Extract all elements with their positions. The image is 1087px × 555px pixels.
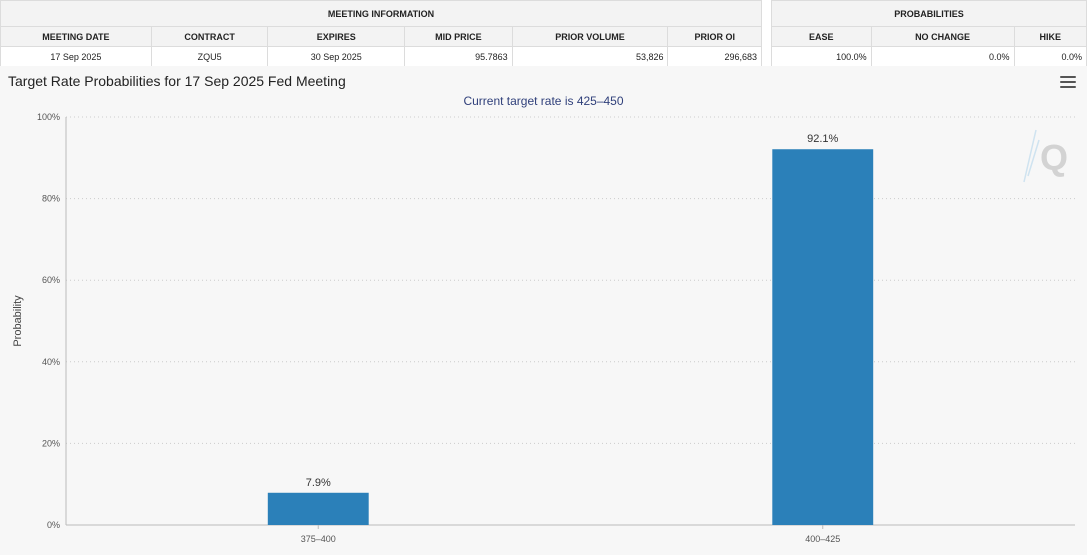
col-no-change: NO CHANGE	[870, 26, 1015, 47]
y-tick-label: 80%	[42, 194, 60, 204]
y-tick-label: 20%	[42, 438, 60, 448]
no-change-value: 0.0%	[870, 46, 1015, 67]
meeting-information-table: MEETING INFORMATION MEETING DATE CONTRAC…	[0, 0, 762, 67]
chart-subtitle: Current target rate is 425–450	[463, 94, 624, 108]
y-axis-label: Probability	[12, 295, 24, 347]
hike-value: 0.0%	[1013, 46, 1087, 67]
col-ease: EASE	[771, 26, 872, 47]
y-tick-label: 100%	[37, 112, 60, 122]
contract-value: ZQU5	[150, 46, 269, 67]
col-prior-volume: PRIOR VOLUME	[511, 26, 669, 47]
prior-volume-value: 53,826	[511, 46, 669, 67]
data-label: 92.1%	[807, 133, 838, 145]
col-contract: CONTRACT	[150, 26, 269, 47]
summary-tables: MEETING INFORMATION MEETING DATE CONTRAC…	[0, 0, 1087, 67]
probabilities-table: PROBABILITIES EASE NO CHANGE HIKE 100.0%…	[771, 0, 1087, 67]
table-row: 17 Sep 2025 ZQU5 30 Sep 2025 95.7863 53,…	[0, 46, 762, 67]
meeting-information-header: MEETING INFORMATION	[0, 0, 762, 27]
prior-oi-value: 296,683	[667, 46, 762, 67]
bar-chart: 0% 20% 40% 60% 80% 100% Probability 7.9% 375–400…	[12, 112, 1075, 544]
y-tick-label: 40%	[42, 357, 60, 367]
bar-2	[772, 149, 874, 525]
y-tick-label: 60%	[42, 275, 60, 285]
mid-price-value: 95.7863	[404, 46, 513, 67]
bar-1	[267, 492, 369, 525]
col-meeting-date: MEETING DATE	[0, 26, 152, 47]
probabilities-header: PROBABILITIES	[771, 0, 1087, 27]
y-tick-label: 0%	[47, 520, 60, 530]
hamburger-menu-icon[interactable]	[1060, 76, 1076, 90]
x-tick-label: 375–400	[301, 534, 336, 544]
col-prior-oi: PRIOR OI	[667, 26, 762, 47]
q-logo-icon: Q	[1023, 129, 1068, 183]
expires-value: 30 Sep 2025	[267, 46, 406, 67]
table-row: 100.0% 0.0% 0.0%	[771, 46, 1087, 67]
chart-container: 0% 20% 40% 60% 80% 100% Probability 7.9% 375–400…	[0, 66, 1087, 555]
meeting-date-value: 17 Sep 2025	[0, 46, 152, 67]
svg-text:Q: Q	[1040, 137, 1068, 178]
data-label: 7.9%	[306, 477, 331, 489]
chart-title: Target Rate Probabilities for 17 Sep 202…	[8, 73, 346, 89]
x-tick-label: 400–425	[805, 534, 840, 544]
col-expires: EXPIRES	[267, 26, 406, 47]
col-mid-price: MID PRICE	[404, 26, 513, 47]
col-hike: HIKE	[1013, 26, 1087, 47]
ease-value: 100.0%	[771, 46, 872, 67]
